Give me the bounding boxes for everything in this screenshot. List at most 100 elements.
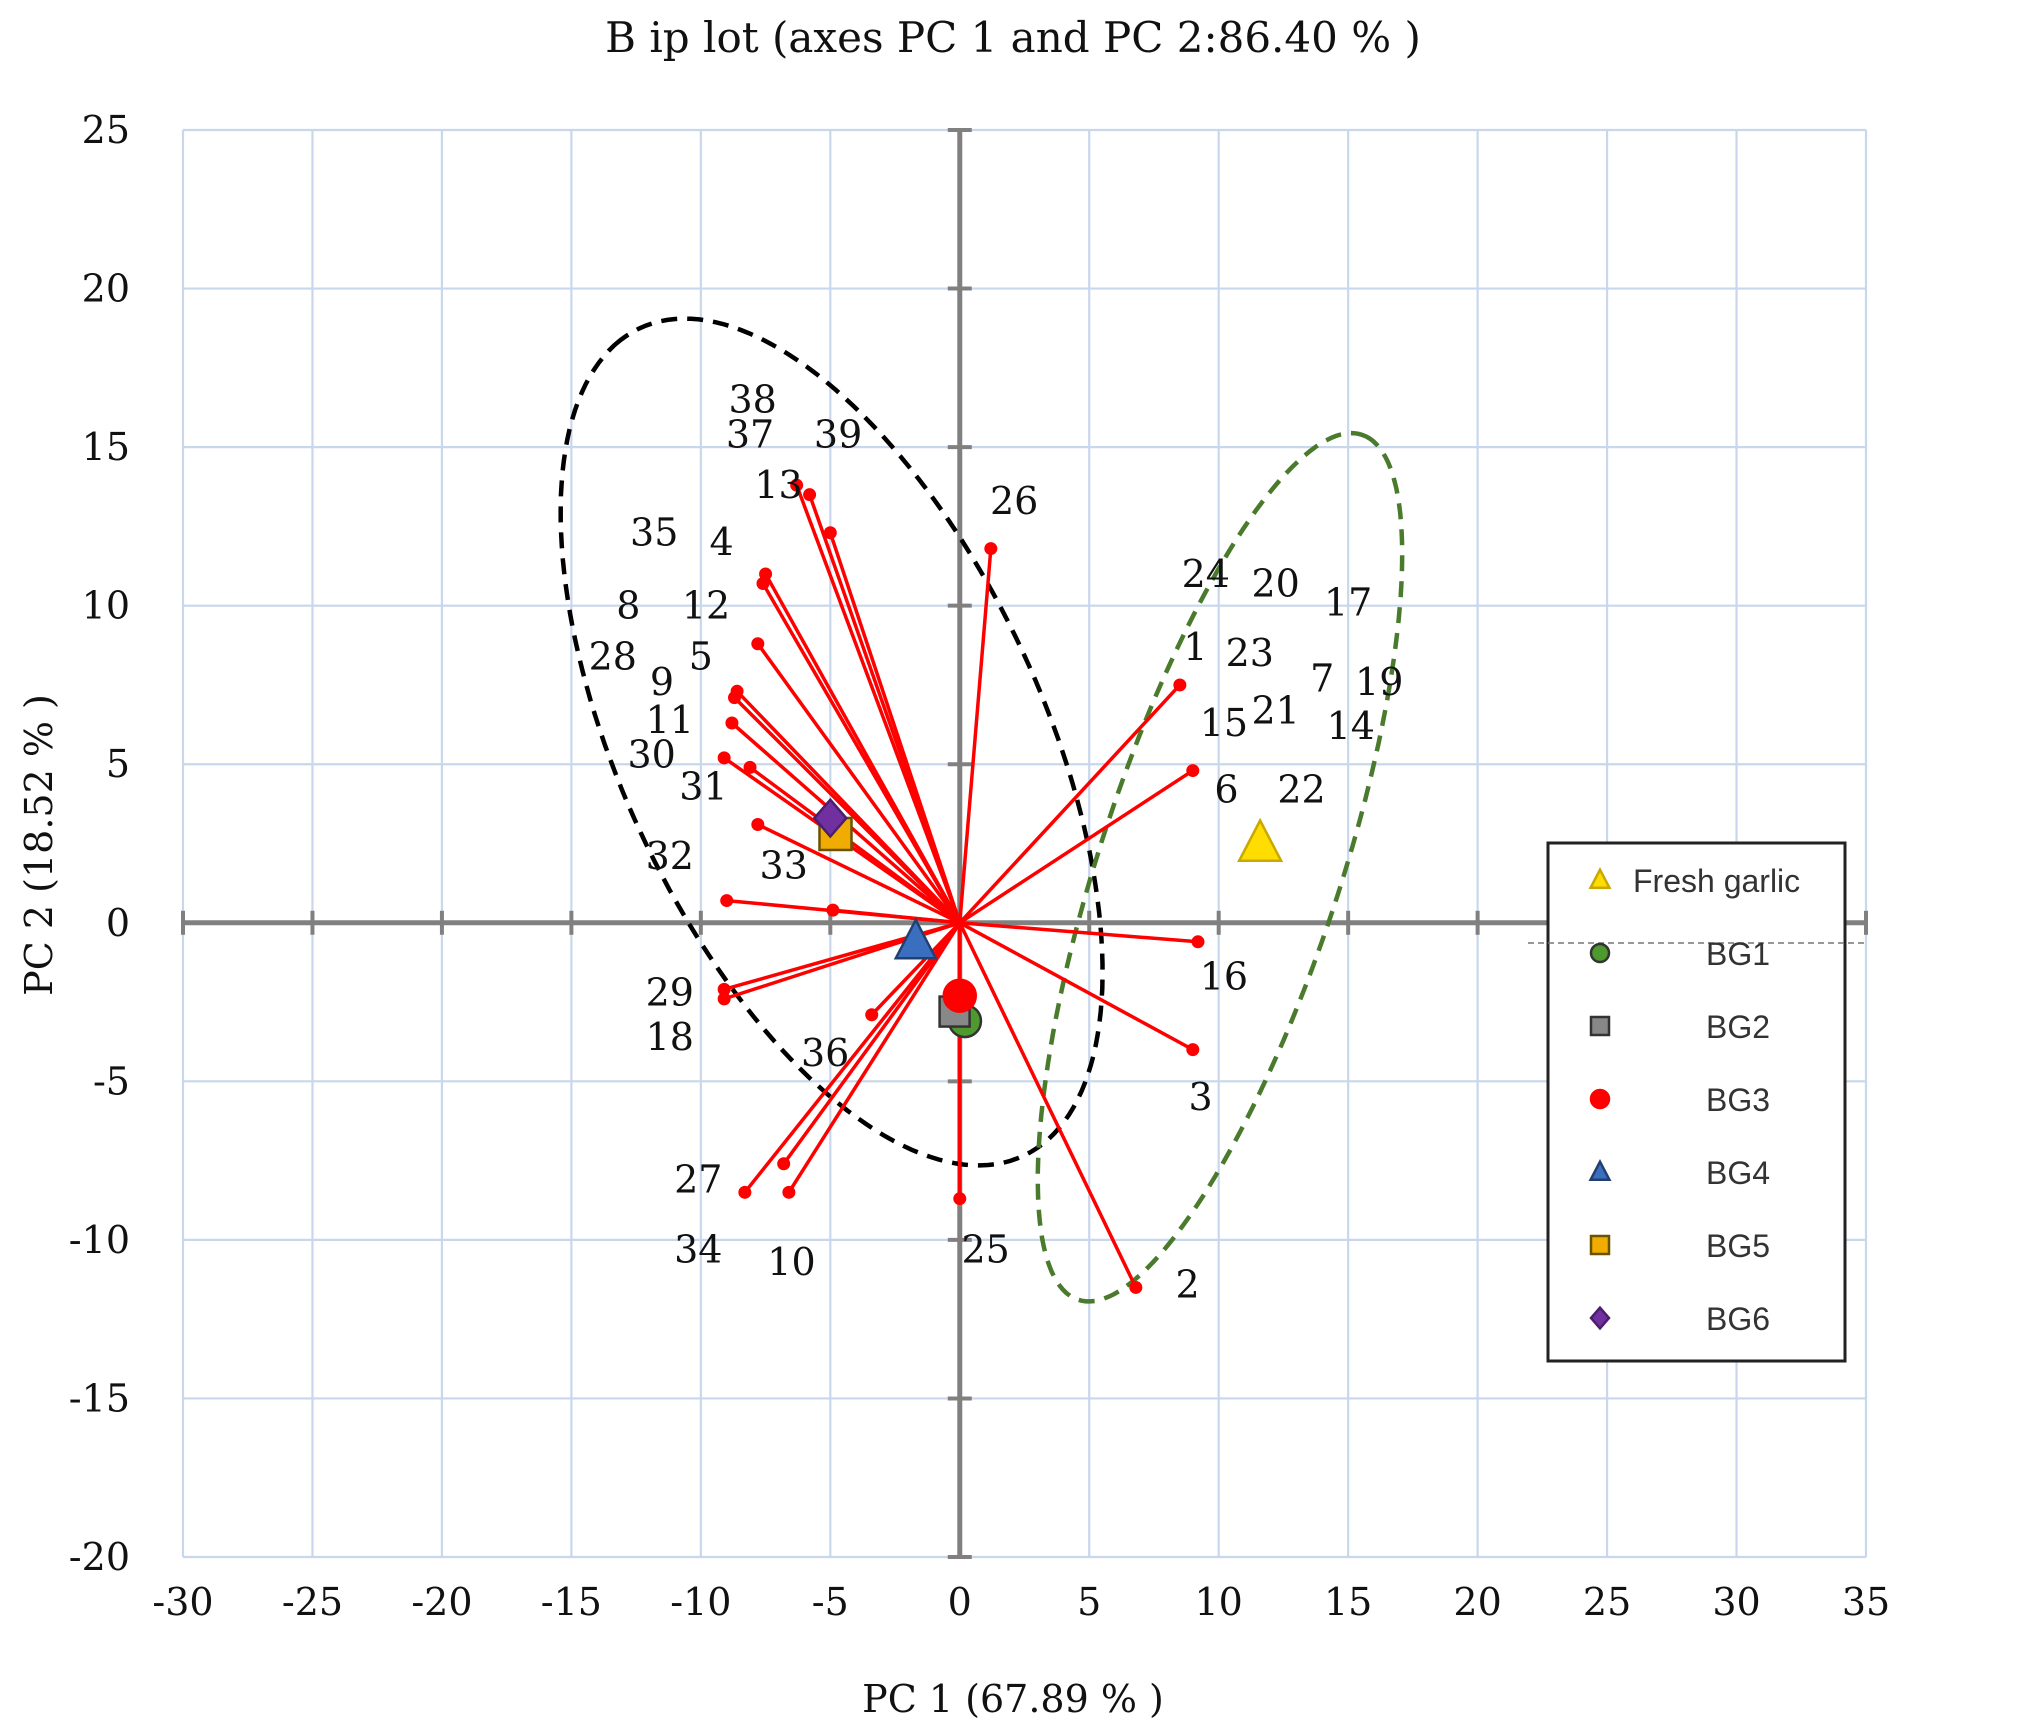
legend-entry: BG1 — [1589, 936, 1770, 972]
point-label: 3 — [1188, 1075, 1212, 1119]
loading-vector-tip-30 — [720, 894, 734, 908]
marker-bg3 — [942, 978, 978, 1013]
point-label: 2 — [1176, 1262, 1200, 1306]
x-tick-label: 15 — [1324, 1580, 1372, 1624]
marker-bg4 — [893, 917, 938, 960]
chart-title: B ip lot (axes PC 1 and PC 2:86.40 % ) — [605, 13, 1421, 62]
x-tick-label: -10 — [670, 1580, 731, 1624]
y-tick-label: 25 — [82, 108, 130, 152]
point-label: 29 — [646, 971, 694, 1015]
legend-marker — [1589, 942, 1611, 964]
legend-entry: BG3 — [1589, 1082, 1770, 1118]
point-label: 10 — [767, 1240, 815, 1284]
legend-label: BG1 — [1706, 936, 1770, 972]
point-label: 12 — [682, 584, 730, 628]
point-label: 14 — [1327, 704, 1375, 748]
legend-marker — [1589, 1015, 1611, 1037]
point-label: 32 — [646, 834, 694, 878]
legend-entry: BG4 — [1588, 1155, 1770, 1191]
loading-vector-26 — [958, 548, 993, 923]
point-label: 9 — [650, 660, 674, 704]
point-label: 38 — [728, 378, 776, 422]
legend-label: Fresh garlic — [1633, 863, 1800, 899]
loading-vector-tip-34 — [738, 1185, 752, 1199]
loading-vector-36 — [870, 921, 962, 1016]
point-label: 21 — [1251, 688, 1299, 732]
point-label: 4 — [709, 520, 733, 564]
loading-vector-16 — [959, 921, 1199, 944]
loading-vector-10 — [787, 921, 962, 1194]
x-axis-label: PC 1 (67.89 % ) — [862, 1677, 1164, 1721]
marker-bg6 — [812, 797, 848, 839]
legend-entry: BG2 — [1589, 1009, 1770, 1045]
x-tick-label: -20 — [411, 1580, 472, 1624]
point-label: 28 — [589, 634, 637, 678]
right-cluster-ellipse — [1035, 430, 1405, 1304]
legend-marker — [1588, 1158, 1612, 1182]
legend-label: BG2 — [1706, 1009, 1770, 1045]
loading-vector-34 — [743, 921, 962, 1194]
loading-vector-37 — [795, 484, 962, 924]
loading-vector-tip-29 — [717, 982, 731, 996]
point-label: 24 — [1182, 552, 1230, 596]
point-label: 23 — [1226, 631, 1274, 675]
legend-entry: BG5 — [1589, 1228, 1770, 1264]
point-label: 5 — [689, 634, 713, 678]
loading-vector-tip-1 — [1173, 678, 1187, 692]
loading-vector-tip-10 — [782, 1185, 796, 1199]
loading-vector-tip-18 — [717, 992, 731, 1006]
loading-vector-tip-2 — [1129, 1280, 1143, 1294]
legend-entry: BG6 — [1589, 1301, 1770, 1337]
loading-vector-tip-27 — [777, 1157, 791, 1171]
point-label: 37 — [726, 412, 774, 456]
point-label: 33 — [760, 844, 808, 888]
point-label: 18 — [646, 1015, 694, 1059]
loading-vector-tip-25 — [953, 1192, 967, 1206]
tick-labels: -30 -25 -20 -15 -10 -5 0 5 10 15 20 25 30 35252015105… — [69, 108, 1890, 1624]
point-label: 30 — [627, 733, 675, 777]
point-label: 27 — [674, 1158, 722, 1202]
point-label: 22 — [1277, 768, 1325, 812]
loading-vector-27 — [782, 921, 962, 1165]
y-axis-label: PC 2 (18.52 % ) — [17, 694, 61, 996]
loading-vector-2 — [958, 922, 1138, 1289]
legend-label: BG6 — [1706, 1301, 1770, 1337]
ellipse-layer — [558, 316, 1405, 1304]
point-label: 25 — [961, 1227, 1009, 1271]
x-tick-label: 0 — [948, 1580, 972, 1624]
loading-vector-tip-37 — [790, 478, 804, 492]
loading-vector-tip-16 — [1191, 935, 1205, 949]
loading-vector-30 — [726, 898, 960, 925]
loading-vector-tip-9 — [743, 760, 757, 774]
y-tick-label: -10 — [69, 1218, 130, 1262]
point-label: 13 — [754, 463, 802, 507]
loading-vector-4 — [761, 582, 962, 924]
loading-vector-3 — [958, 921, 1194, 1052]
x-tick-label: -25 — [282, 1580, 343, 1624]
legend: Fresh garlic BG1 BG2 BG3 BG4 BG5 BG6 — [1528, 841, 1868, 1363]
point-label: 11 — [646, 698, 694, 742]
loading-vector-tip-39 — [823, 526, 837, 540]
legend-label: BG3 — [1706, 1082, 1770, 1118]
group-markers — [812, 797, 1284, 1039]
y-tick-label: 20 — [82, 267, 130, 311]
point-label: 1 — [1183, 625, 1207, 669]
legend-marker — [1589, 1088, 1611, 1110]
x-tick-label: 10 — [1195, 1580, 1243, 1624]
x-tick-label: 30 — [1712, 1580, 1760, 1624]
loading-vector-35 — [756, 642, 962, 924]
x-tick-label: -30 — [152, 1580, 213, 1624]
y-tick-label: 5 — [106, 742, 130, 786]
x-tick-label: 20 — [1453, 1580, 1501, 1624]
point-label: 31 — [679, 764, 727, 808]
marker-fresh-garlic — [1237, 817, 1284, 862]
point-label: 16 — [1200, 955, 1248, 999]
y-tick-label: -15 — [69, 1376, 130, 1420]
point-label: 17 — [1324, 580, 1372, 624]
y-tick-label: -20 — [69, 1535, 130, 1579]
point-label: 6 — [1214, 768, 1238, 812]
point-label: 19 — [1355, 660, 1403, 704]
point-label: 39 — [814, 412, 862, 456]
loading-vector-1 — [958, 683, 1182, 924]
